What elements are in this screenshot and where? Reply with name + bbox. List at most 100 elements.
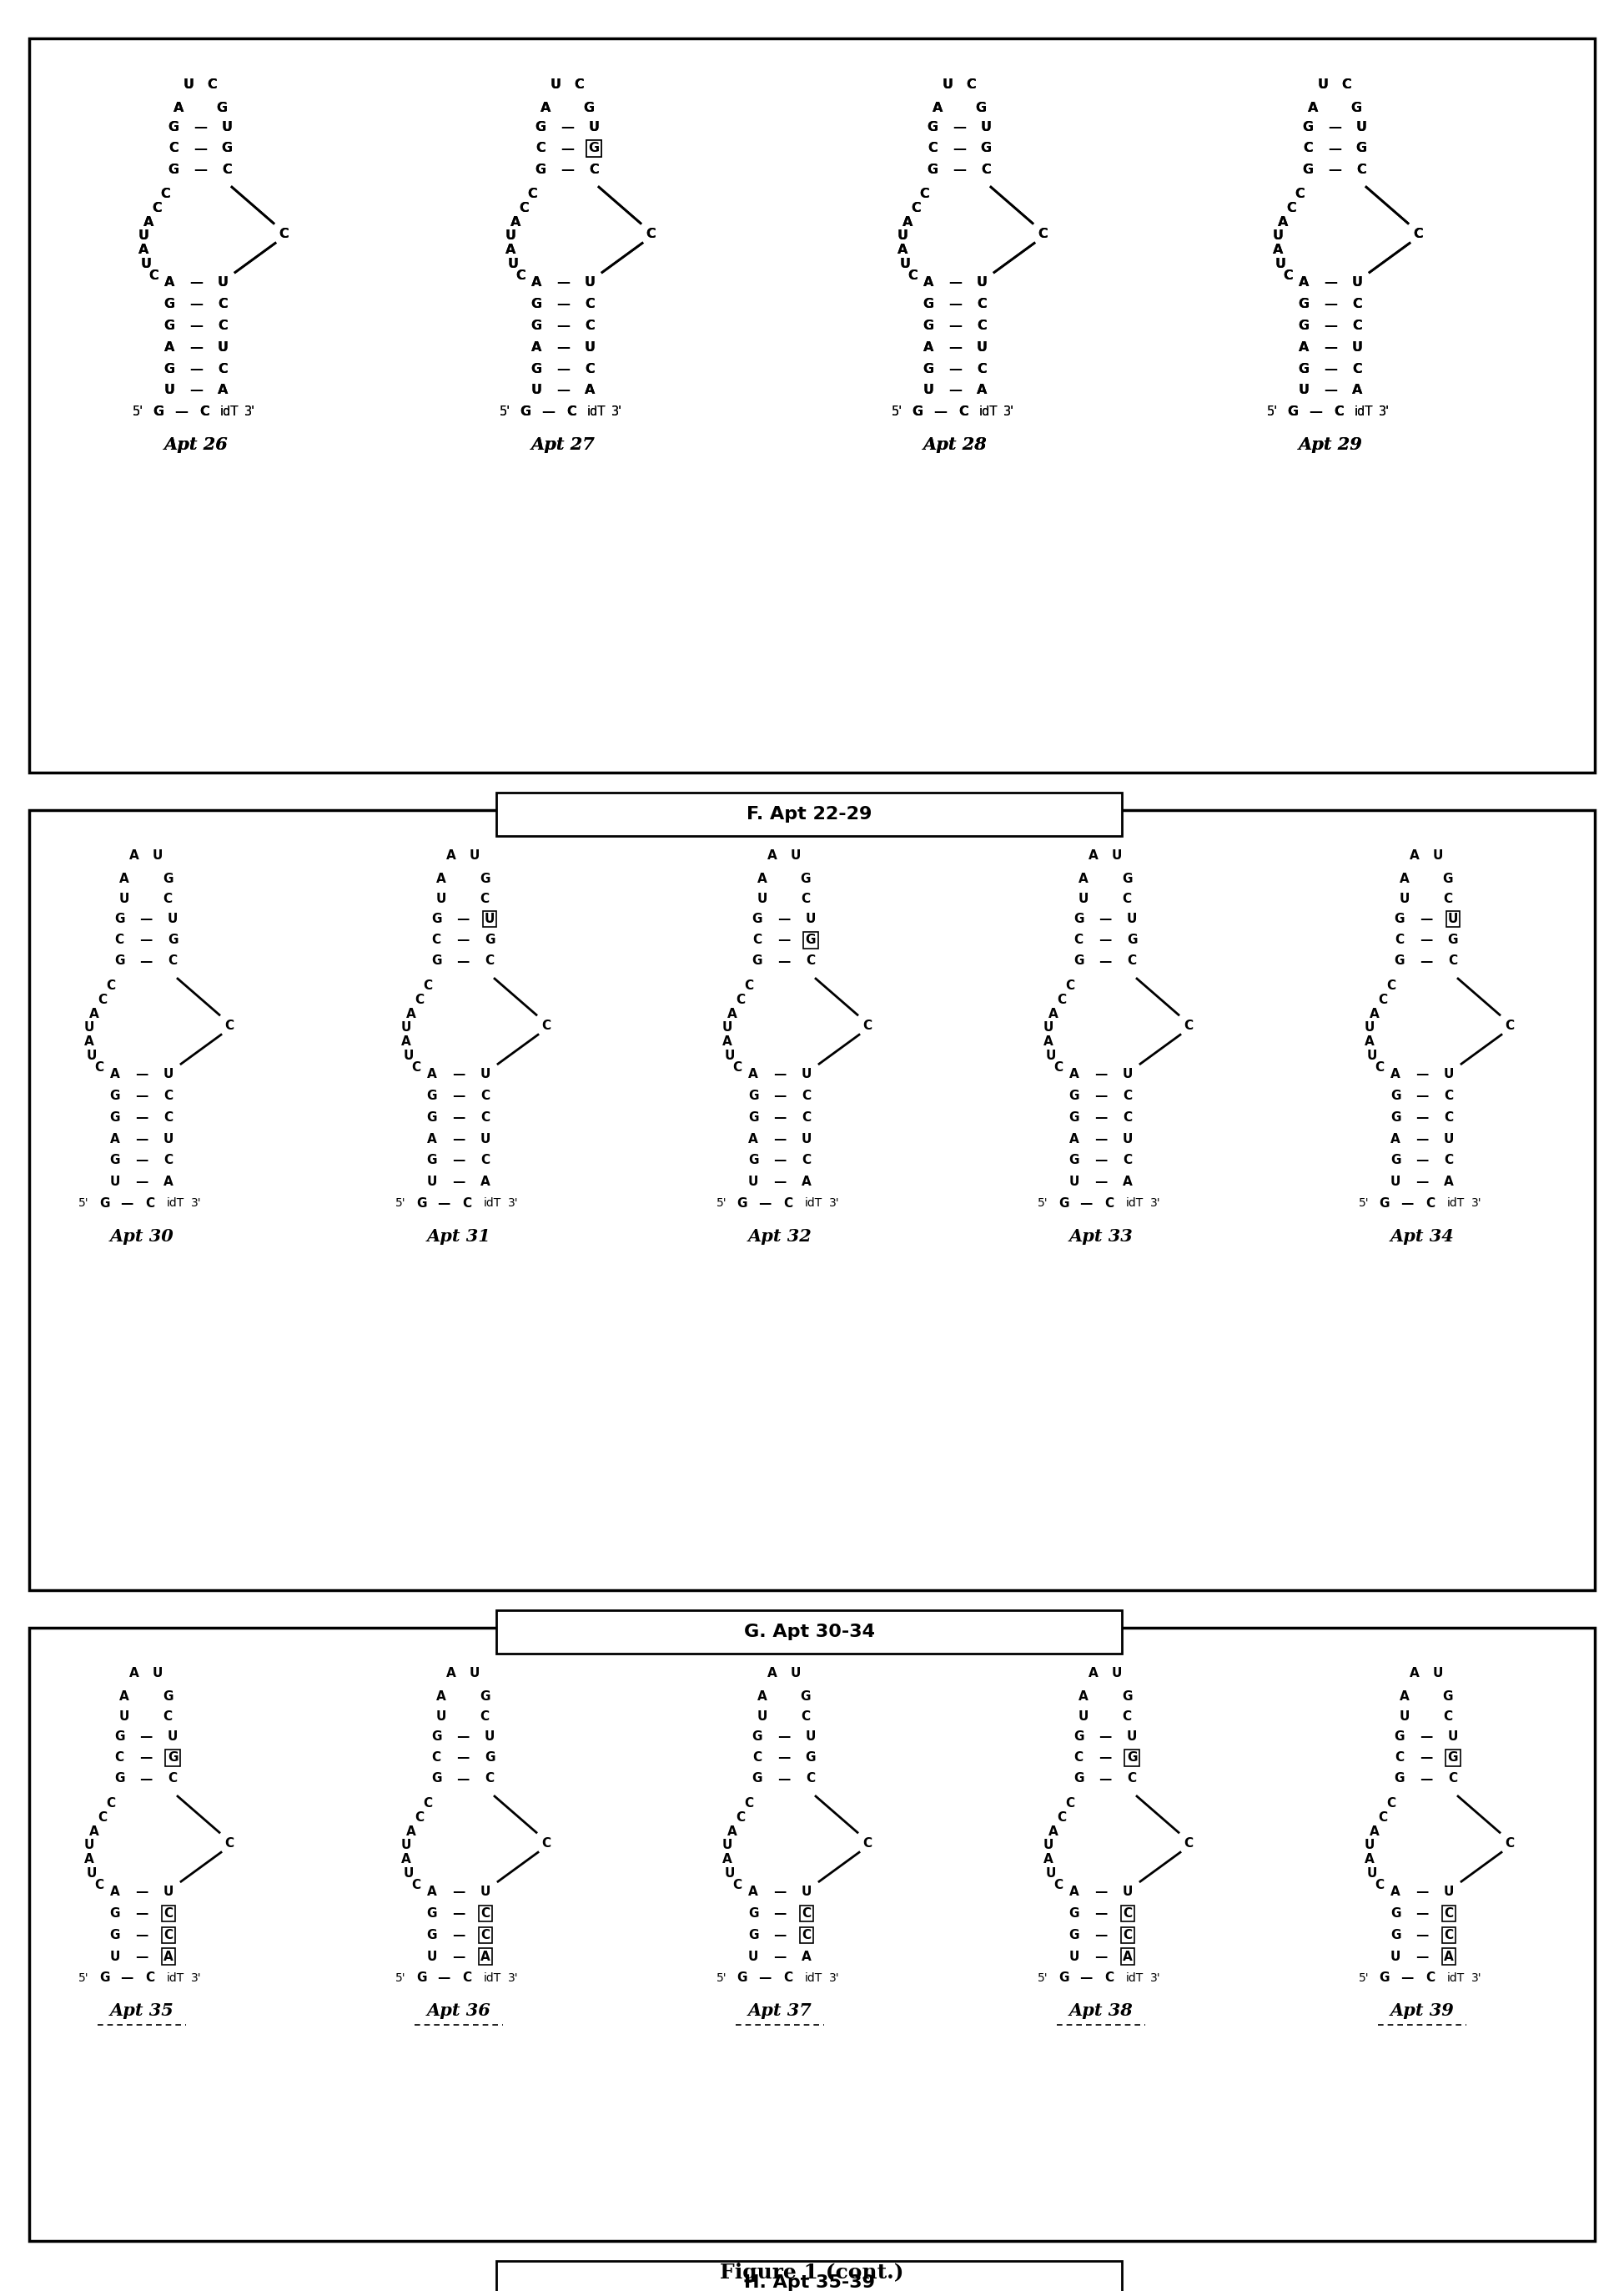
Text: —: — [456, 1730, 469, 1743]
Text: —: — [190, 385, 203, 396]
Text: C: C [801, 893, 810, 905]
Text: C: C [1353, 362, 1363, 376]
Text: —: — [1324, 362, 1337, 376]
Text: —: — [1324, 298, 1337, 312]
Text: C: C [1413, 227, 1423, 241]
Text: C: C [802, 1908, 812, 1920]
Text: A: A [1444, 1175, 1453, 1189]
Text: A: A [531, 277, 541, 289]
Text: —: — [948, 318, 961, 332]
Text: A: A [802, 1950, 812, 1963]
Text: U: U [86, 1049, 97, 1063]
Text: U: U [110, 1175, 120, 1189]
Text: —: — [193, 121, 206, 133]
Text: G: G [1122, 873, 1132, 887]
Text: C: C [784, 1973, 793, 1984]
Text: U: U [119, 893, 130, 905]
Text: C: C [1124, 1155, 1132, 1166]
Text: C: C [1353, 298, 1363, 312]
Text: 5': 5' [1359, 1973, 1369, 1984]
Text: —: — [1419, 1773, 1432, 1785]
Text: U: U [976, 277, 987, 289]
Text: C: C [520, 202, 529, 215]
Text: U: U [585, 277, 594, 289]
Text: U: U [801, 1132, 812, 1146]
Text: G: G [1390, 1155, 1400, 1166]
Text: C: C [802, 1929, 812, 1940]
Text: —: — [453, 1929, 464, 1940]
Text: A: A [585, 385, 594, 396]
Text: idT: idT [219, 406, 239, 417]
Text: C: C [1356, 163, 1366, 176]
Text: idT: idT [804, 1973, 822, 1984]
Text: C: C [94, 1061, 104, 1074]
Text: G: G [99, 1198, 109, 1210]
Text: G: G [162, 1691, 172, 1702]
Text: 3': 3' [1150, 1198, 1161, 1210]
Text: —: — [456, 1773, 469, 1785]
Text: G: G [1390, 1929, 1400, 1940]
Text: G: G [114, 912, 125, 926]
Text: —: — [1328, 121, 1341, 133]
Text: —: — [758, 1198, 771, 1210]
Text: —: — [453, 1091, 464, 1102]
Text: —: — [190, 277, 203, 289]
Text: C: C [573, 78, 583, 92]
Text: H. Apt 35-39: H. Apt 35-39 [744, 2275, 875, 2291]
Text: U: U [1351, 277, 1363, 289]
Text: A: A [130, 850, 140, 861]
Text: U: U [484, 1730, 495, 1743]
Text: C: C [978, 298, 987, 312]
Text: —: — [1419, 1750, 1432, 1764]
Text: G: G [164, 318, 175, 332]
Text: A: A [138, 243, 149, 257]
Text: G: G [167, 121, 179, 133]
Text: C: C [1379, 994, 1387, 1006]
Text: C: C [1353, 318, 1363, 332]
Text: C: C [754, 935, 762, 946]
Text: A: A [1044, 1853, 1054, 1865]
Text: —: — [557, 298, 570, 312]
Text: G: G [1379, 1973, 1390, 1984]
Text: G: G [531, 318, 542, 332]
Text: U: U [164, 1885, 174, 1899]
Text: C: C [585, 362, 594, 376]
Text: F. Apt 22-29: F. Apt 22-29 [747, 806, 872, 822]
Text: G: G [922, 318, 934, 332]
Text: U: U [585, 277, 594, 289]
Text: 5': 5' [716, 1198, 728, 1210]
Text: A: A [1273, 243, 1283, 257]
Text: G: G [1069, 1091, 1080, 1102]
Text: U: U [757, 1711, 768, 1723]
Text: G: G [1390, 1091, 1400, 1102]
Text: —: — [1095, 1132, 1108, 1146]
Text: 3': 3' [508, 1198, 518, 1210]
Text: —: — [1416, 1885, 1429, 1899]
Text: C: C [754, 1750, 762, 1764]
Text: G: G [110, 1091, 120, 1102]
Text: —: — [773, 1929, 786, 1940]
Text: —: — [135, 1929, 148, 1940]
Text: A: A [174, 101, 184, 115]
Text: A: A [1400, 1691, 1410, 1702]
Text: A: A [84, 1036, 94, 1047]
Text: —: — [773, 1068, 786, 1081]
Text: A: A [1369, 1826, 1379, 1837]
Text: G: G [531, 318, 542, 332]
Text: G: G [1302, 121, 1314, 133]
Text: C: C [1184, 1837, 1194, 1849]
Text: idT: idT [586, 406, 606, 417]
Text: C: C [744, 978, 754, 992]
Text: G: G [221, 142, 232, 156]
Text: A: A [427, 1068, 437, 1081]
FancyBboxPatch shape [29, 811, 1595, 1590]
Text: —: — [934, 406, 947, 417]
Text: U: U [801, 1885, 812, 1899]
Text: U: U [588, 121, 599, 133]
Text: C: C [732, 1061, 742, 1074]
Text: U: U [1122, 1132, 1134, 1146]
Text: C: C [1184, 1019, 1194, 1031]
Text: U: U [218, 277, 227, 289]
Text: —: — [953, 121, 966, 133]
Text: —: — [1402, 1198, 1413, 1210]
